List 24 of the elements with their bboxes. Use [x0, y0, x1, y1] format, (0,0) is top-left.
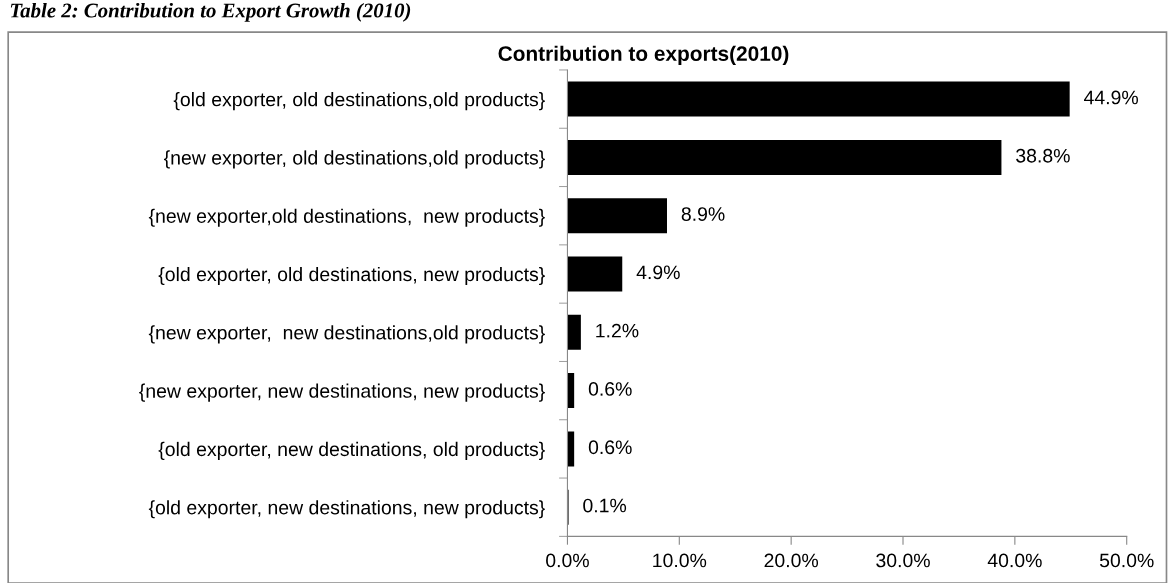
x-tick-label: 10.0%: [653, 553, 707, 568]
data-label: 0.6%: [588, 382, 632, 396]
data-label: 4.9%: [636, 265, 680, 280]
y-tick-label: {new exporter, new destinations,old products}: [148, 325, 545, 344]
x-tick-label: 20.0%: [764, 553, 819, 568]
x-tick-label: 40.0%: [987, 553, 1042, 568]
y-tick-label: {new exporter, old destinations,old products}: [163, 150, 545, 169]
x-tick-label: 50.0%: [1099, 553, 1154, 568]
chart-title: Contribution to exports(2010): [498, 45, 789, 66]
y-tick-label: {old exporter, new destinations, new products}: [148, 500, 545, 519]
data-label: 44.9%: [1084, 90, 1138, 105]
y-tick-label: {old exporter, old destinations,old products}: [173, 92, 545, 111]
data-label: 1.2%: [596, 323, 639, 338]
y-tick-label: {new exporter,old destinations, new products}: [148, 208, 545, 227]
data-label: 0.6%: [588, 440, 632, 455]
caption: Table 2: Contribution to Export Growth (2010): [10, 2, 411, 22]
data-label: 8.9%: [681, 207, 725, 221]
data-label: 38.8%: [1016, 148, 1070, 163]
x-tick-label: 30.0%: [876, 553, 930, 568]
y-tick-label: {old exporter, old destinations, new products}: [158, 266, 545, 286]
y-tick-label: {old exporter, new destinations, old products}: [158, 441, 545, 460]
data-label: 0.1%: [583, 498, 627, 513]
x-tick-label: 0.0%: [546, 553, 589, 568]
y-tick-label: {new exporter, new destinations, new products}: [139, 383, 545, 402]
